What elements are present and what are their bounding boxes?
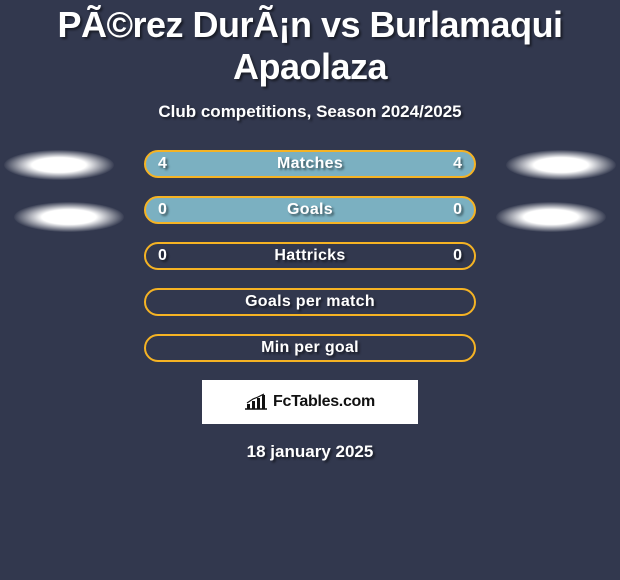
logo-text: FcTables.com — [273, 393, 375, 411]
stat-label: Min per goal — [261, 339, 359, 357]
stat-row-min-per-goal: Min per goal — [144, 334, 476, 362]
stat-row-goals-per-match: Goals per match — [144, 288, 476, 316]
fctables-logo: FcTables.com — [202, 380, 418, 424]
subtitle: Club competitions, Season 2024/2025 — [0, 102, 620, 122]
player-right-spotlight-2 — [496, 202, 606, 232]
stat-row-matches: 4 Matches 4 — [144, 150, 476, 178]
stat-row-goals: 0 Goals 0 — [144, 196, 476, 224]
stat-value-left: 0 — [158, 247, 167, 265]
stat-label: Hattricks — [274, 247, 345, 265]
stat-value-right: 0 — [453, 247, 462, 265]
stat-label: Goals per match — [245, 293, 375, 311]
stat-label: Goals — [287, 201, 333, 219]
stat-value-left: 4 — [158, 155, 167, 173]
chart-icon — [245, 393, 267, 411]
stats-area: 4 Matches 4 0 Goals 0 0 Hattricks 0 Goal… — [0, 150, 620, 462]
stat-value-right: 4 — [453, 155, 462, 173]
stat-value-right: 0 — [453, 201, 462, 219]
stat-value-left: 0 — [158, 201, 167, 219]
stat-label: Matches — [277, 155, 343, 173]
stat-row-hattricks: 0 Hattricks 0 — [144, 242, 476, 270]
date-label: 18 january 2025 — [0, 442, 620, 462]
player-right-spotlight-1 — [506, 150, 616, 180]
player-left-spotlight-1 — [4, 150, 114, 180]
page-title: PÃ©rez DurÃ¡n vs Burlamaqui Apaolaza — [0, 0, 620, 88]
player-left-spotlight-2 — [14, 202, 124, 232]
